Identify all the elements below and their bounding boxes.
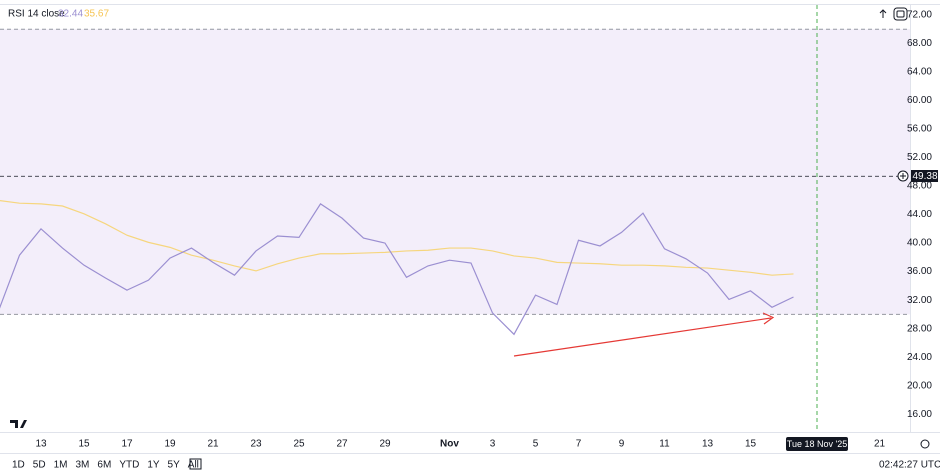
range-button[interactable]: YTD bbox=[119, 460, 139, 471]
x-tick-label: 21 bbox=[207, 439, 219, 450]
range-button[interactable]: 5D bbox=[33, 460, 46, 471]
pane-controls[interactable] bbox=[879, 7, 908, 21]
series-line bbox=[0, 203, 794, 336]
annotation-arrow bbox=[513, 317, 772, 357]
range-button[interactable]: 5Y bbox=[168, 460, 181, 471]
crosshair-x-label: Tue 18 Nov '25 bbox=[787, 439, 847, 449]
y-tick-label: 40.00 bbox=[907, 238, 932, 249]
y-tick-label: 24.00 bbox=[907, 352, 932, 363]
y-tick-label: 72.00 bbox=[907, 10, 932, 21]
crosshair-x-box bbox=[786, 437, 848, 451]
x-tick-label: 3 bbox=[490, 439, 496, 450]
x-tick-label: 27 bbox=[336, 439, 348, 450]
date-range-icon[interactable] bbox=[189, 458, 202, 470]
y-tick-label: 56.00 bbox=[907, 124, 932, 135]
y-tick-label: 16.00 bbox=[907, 409, 932, 420]
x-tick-label: 19 bbox=[164, 439, 176, 450]
annotation-arrow-head bbox=[762, 312, 775, 325]
y-tick-label: 60.00 bbox=[907, 95, 932, 106]
y-tick-label: 64.00 bbox=[907, 67, 932, 78]
x-tick-label: 13 bbox=[35, 439, 47, 450]
range-button[interactable]: 1Y bbox=[147, 460, 160, 471]
x-tick-label: 7 bbox=[576, 439, 582, 450]
plot-area bbox=[0, 28, 910, 336]
range-buttons: 1D 5D 1M 3M 6M YTD 1Y 5Y All bbox=[12, 460, 199, 471]
x-tick-label: Nov bbox=[440, 439, 459, 450]
maximize-icon[interactable] bbox=[893, 7, 908, 21]
range-button[interactable]: 1M bbox=[54, 460, 68, 471]
maximize-icon-inner bbox=[896, 10, 905, 18]
y-tick-label: 32.00 bbox=[907, 295, 932, 306]
add-icon-cross bbox=[900, 173, 906, 179]
range-button[interactable]: All bbox=[188, 460, 199, 471]
y-tick-label: 52.00 bbox=[907, 152, 932, 163]
settings-icon[interactable] bbox=[920, 439, 930, 449]
y-tick-label: 36.00 bbox=[907, 266, 932, 277]
band-fill bbox=[0, 29, 910, 315]
y-tick-label: 44.00 bbox=[907, 209, 932, 220]
x-tick-label: 13 bbox=[702, 439, 714, 450]
x-tick-label: 5 bbox=[533, 439, 539, 450]
x-tick-label: 23 bbox=[250, 439, 262, 450]
x-tick-label: 25 bbox=[293, 439, 305, 450]
x-tick-label: 9 bbox=[619, 439, 625, 450]
y-tick-label: 20.00 bbox=[907, 380, 932, 391]
logo bbox=[10, 420, 27, 428]
series-line bbox=[0, 199, 794, 276]
x-tick-label: 15 bbox=[745, 439, 757, 450]
crosshair-y-label: 49.38 bbox=[912, 171, 937, 182]
x-tick-label: 17 bbox=[121, 439, 133, 450]
clock: 02:42:27 UTC bbox=[879, 460, 940, 471]
x-tick-label: 21 bbox=[874, 439, 886, 450]
ma-value: 35.67 bbox=[84, 9, 109, 20]
range-button[interactable]: 3M bbox=[76, 460, 90, 471]
y-tick-label: 68.00 bbox=[907, 38, 932, 49]
x-tick-label: 29 bbox=[379, 439, 391, 450]
range-button[interactable]: 1D bbox=[12, 460, 25, 471]
x-tick-label: 15 bbox=[78, 439, 90, 450]
x-tick-label: 11 bbox=[659, 439, 670, 450]
move-up-icon[interactable] bbox=[879, 9, 887, 18]
y-tick-label: 28.00 bbox=[907, 323, 932, 334]
crosshair-y-box bbox=[911, 170, 938, 182]
range-button[interactable]: 6M bbox=[97, 460, 111, 471]
rsi-value: 32.44 bbox=[58, 9, 83, 20]
y-tick-label: 48.00 bbox=[907, 181, 932, 192]
indicator-title: RSI 14 close bbox=[8, 9, 65, 20]
